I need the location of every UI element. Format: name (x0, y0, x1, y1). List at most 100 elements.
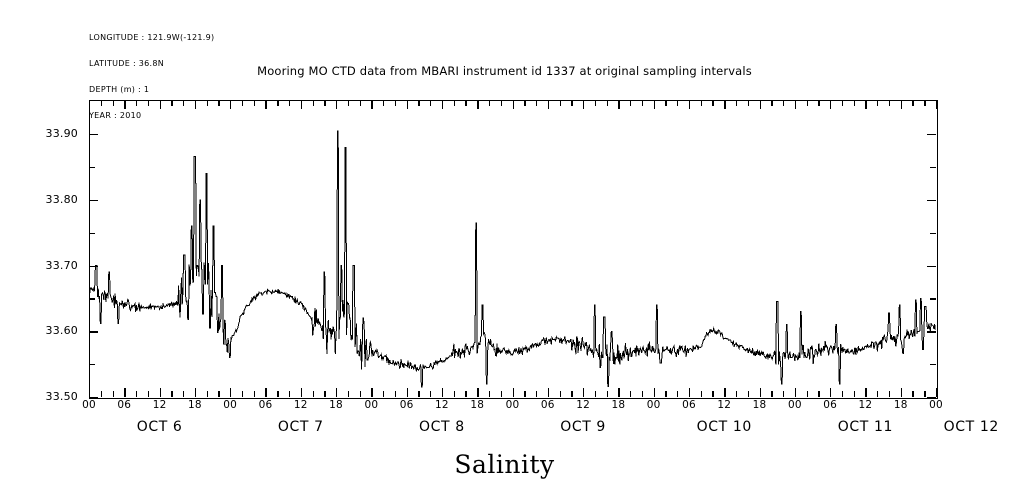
salinity-line-chart (88, 130, 936, 388)
x-major-tick (830, 100, 832, 109)
x-major-tick (865, 100, 867, 109)
x-minor-tick (488, 391, 491, 397)
x-major-tick (830, 388, 832, 397)
x-major-tick (547, 388, 550, 397)
x-major-tick (900, 388, 902, 397)
x-major-tick (441, 388, 444, 397)
x-tick-label: 12 (717, 399, 732, 411)
x-minor-tick (747, 391, 750, 397)
x-tick-label: 00 (223, 399, 238, 411)
x-major-tick (900, 100, 902, 109)
x-day-label: OCT 10 (696, 419, 752, 435)
x-day-label: OCT 7 (277, 419, 324, 435)
y-major-tick (89, 331, 98, 333)
x-minor-tick (277, 391, 279, 397)
x-major-tick (159, 388, 161, 397)
x-major-tick (406, 100, 408, 109)
x-minor-tick (147, 100, 150, 106)
x-major-tick (512, 388, 514, 397)
x-minor-tick (241, 391, 244, 397)
x-minor-tick (594, 391, 597, 397)
x-minor-tick (524, 391, 526, 397)
y-major-tick (927, 265, 936, 267)
x-major-tick (124, 100, 126, 109)
x-major-tick (406, 388, 408, 397)
metadata-block: LONGITUDE : 121.9W(-121.9) LATITUDE : 36… (89, 17, 214, 129)
x-minor-tick (677, 391, 679, 397)
y-minor-tick (930, 232, 936, 235)
x-minor-tick (606, 100, 608, 106)
x-minor-tick (888, 100, 891, 106)
y-tick-label: 33.70 (45, 258, 78, 272)
x-minor-tick (288, 100, 291, 106)
x-minor-tick (183, 100, 185, 106)
x-minor-tick (277, 100, 279, 106)
y-minor-tick (930, 364, 936, 366)
x-tick-label: 18 (752, 399, 767, 411)
y-minor-tick (930, 167, 936, 169)
x-minor-tick (183, 391, 185, 397)
x-minor-tick (712, 100, 714, 106)
x-day-label: OCT 9 (560, 419, 606, 435)
x-tick-label: 00 (929, 399, 943, 411)
x-minor-tick (571, 391, 573, 397)
x-major-tick (724, 388, 726, 397)
x-minor-tick (453, 391, 455, 397)
x-major-tick (724, 100, 726, 109)
x-minor-tick (241, 100, 244, 106)
x-minor-tick (206, 100, 208, 106)
x-minor-tick (488, 100, 491, 106)
y-major-tick (89, 265, 98, 267)
x-minor-tick (500, 100, 503, 106)
x-major-tick (194, 388, 197, 397)
x-tick-label: 06 (258, 399, 273, 411)
x-major-tick (865, 388, 867, 397)
x-minor-tick (912, 391, 914, 397)
x-minor-tick (136, 391, 138, 397)
x-major-tick (300, 388, 303, 397)
x-minor-tick (147, 391, 150, 397)
x-major-tick (371, 100, 373, 109)
x-major-tick (512, 100, 514, 109)
salinity-series (88, 130, 936, 388)
y-major-tick (89, 134, 98, 136)
x-minor-tick (136, 100, 138, 106)
x-major-tick (477, 388, 479, 397)
x-minor-tick (677, 100, 679, 106)
x-major-tick (89, 100, 91, 109)
x-minor-tick (783, 391, 785, 397)
x-minor-tick (700, 100, 703, 106)
x-minor-tick (806, 100, 808, 106)
x-minor-tick (924, 100, 926, 106)
x-minor-tick (394, 100, 397, 106)
x-minor-tick (771, 100, 773, 106)
x-tick-label: 12 (858, 399, 873, 411)
x-minor-tick (253, 100, 255, 106)
y-major-tick (89, 199, 98, 202)
x-major-tick (159, 100, 161, 109)
x-minor-tick (912, 100, 914, 106)
x-major-tick (583, 100, 585, 109)
x-minor-tick (359, 100, 361, 106)
y-minor-tick (89, 364, 95, 366)
x-minor-tick (888, 391, 891, 397)
x-tick-label: 12 (293, 399, 308, 411)
x-tick-label: 06 (823, 399, 837, 411)
x-major-tick (688, 388, 691, 397)
x-minor-tick (630, 100, 632, 106)
x-minor-tick (347, 391, 350, 397)
x-minor-tick (641, 100, 644, 106)
x-minor-tick (100, 100, 103, 106)
x-minor-tick (288, 391, 291, 397)
salinity-caption: Salinity (454, 450, 555, 479)
x-tick-label: 18 (470, 399, 485, 411)
x-major-tick (618, 100, 620, 109)
x-minor-tick (324, 100, 326, 106)
x-day-label: OCT 6 (136, 419, 183, 435)
x-tick-label: 00 (82, 399, 96, 411)
x-minor-tick (747, 100, 750, 106)
x-tick-label: 06 (540, 399, 555, 411)
x-minor-tick (536, 100, 538, 106)
x-minor-tick (383, 391, 385, 397)
x-minor-tick (571, 100, 573, 106)
